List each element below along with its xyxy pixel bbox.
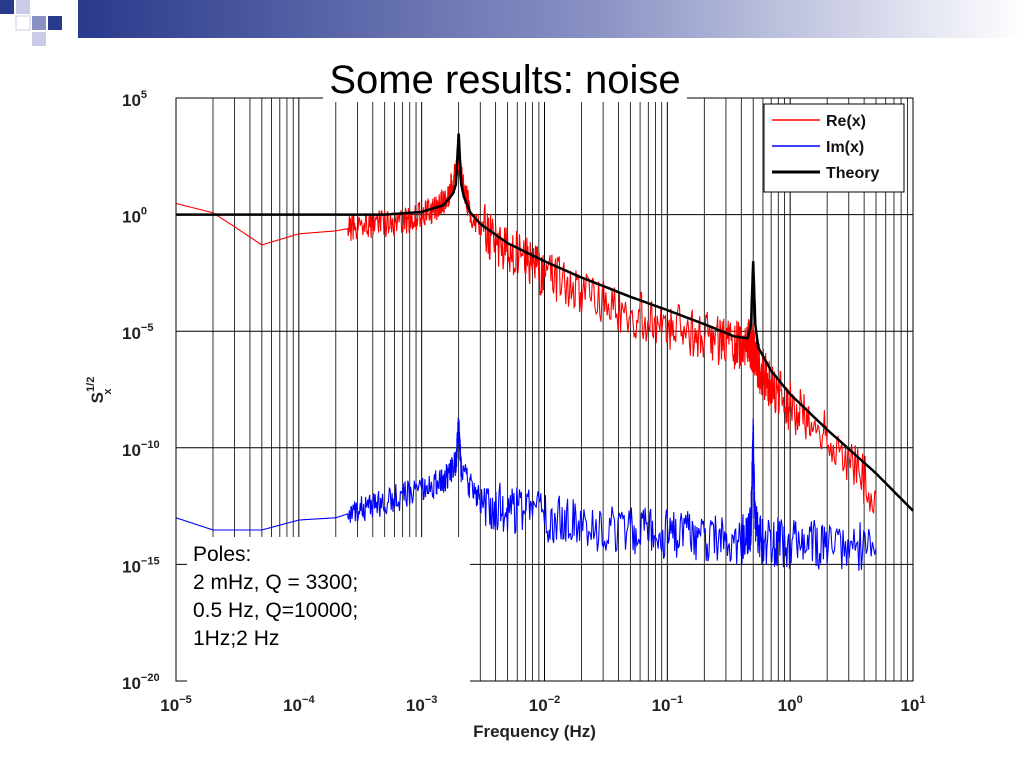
annotation-line-2: 2 mHz, Q = 3300;	[193, 571, 359, 594]
y-tick-label: 10−5	[122, 322, 153, 343]
decor-square-light-2	[32, 32, 46, 46]
y-axis-label-text: S1/2 x	[85, 377, 114, 404]
decor-square-dark	[0, 0, 14, 14]
decor-square-outline	[15, 15, 31, 31]
y-tick-label: 100	[122, 206, 147, 227]
decor-square-light	[16, 0, 30, 14]
y-tick-label: 105	[122, 89, 147, 110]
annotation-line-1: Poles:	[193, 543, 252, 566]
slide-title-text: Some results: noise	[323, 58, 687, 102]
decor-square-dark-2	[48, 16, 62, 30]
y-tick-label: 10−15	[122, 555, 160, 576]
legend-label: Re(x)	[826, 113, 866, 130]
y-tick-label: 10−20	[122, 672, 160, 693]
poles-annotation: Poles: 2 mHz, Q = 3300; 0.5 Hz, Q=10000;…	[187, 537, 470, 687]
legend-label: Im(x)	[826, 139, 864, 156]
x-tick-label: 10−1	[652, 694, 683, 715]
x-tick-label: 101	[900, 694, 925, 715]
series-re-x	[175, 147, 877, 514]
x-tick-label: 10−3	[406, 694, 437, 715]
x-axis-label: Frequency (Hz)	[473, 722, 596, 741]
legend-label: Theory	[826, 165, 879, 182]
annotation-line-3: 0.5 Hz, Q=10000;	[193, 599, 359, 622]
x-tick-label: 100	[778, 694, 803, 715]
series-im-x	[175, 417, 877, 571]
annotation-line-4: 1Hz;2 Hz	[193, 627, 280, 650]
title-gradient-bar	[78, 0, 1024, 38]
tick-labels: 10−5 10−4 10−3 10−2 10−1 100 101 105 100 10−5 10−1…	[122, 89, 926, 715]
corner-decoration	[0, 0, 62, 46]
decor-square-mid	[32, 16, 46, 30]
series-layer	[175, 133, 914, 571]
y-tick-label: 10−10	[122, 439, 160, 460]
y-axis-label: S1/2 x	[85, 377, 114, 404]
x-tick-label: 10−4	[283, 694, 315, 715]
series-theory	[176, 133, 914, 512]
legend: Re(x) Im(x) Theory	[763, 103, 905, 193]
x-tick-label: 10−2	[529, 694, 560, 715]
legend-box	[763, 103, 905, 193]
slide-title: Some results: noise	[0, 58, 1010, 103]
x-tick-label: 10−5	[160, 694, 191, 715]
